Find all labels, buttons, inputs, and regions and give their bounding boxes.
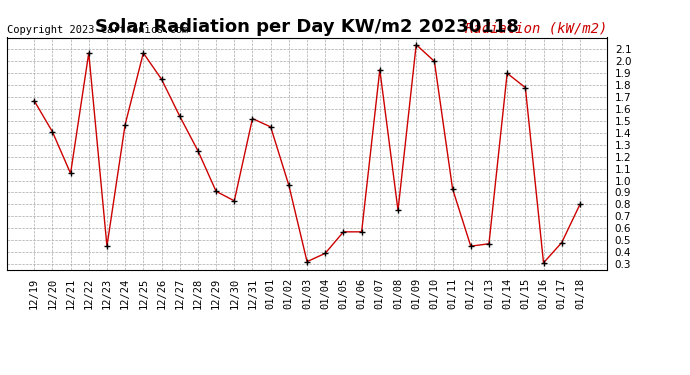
Text: Copyright 2023 Cartronics.com: Copyright 2023 Cartronics.com: [7, 25, 188, 35]
Title: Solar Radiation per Day KW/m2 20230118: Solar Radiation per Day KW/m2 20230118: [95, 18, 519, 36]
Text: Radiation (kW/m2): Radiation (kW/m2): [465, 21, 607, 35]
